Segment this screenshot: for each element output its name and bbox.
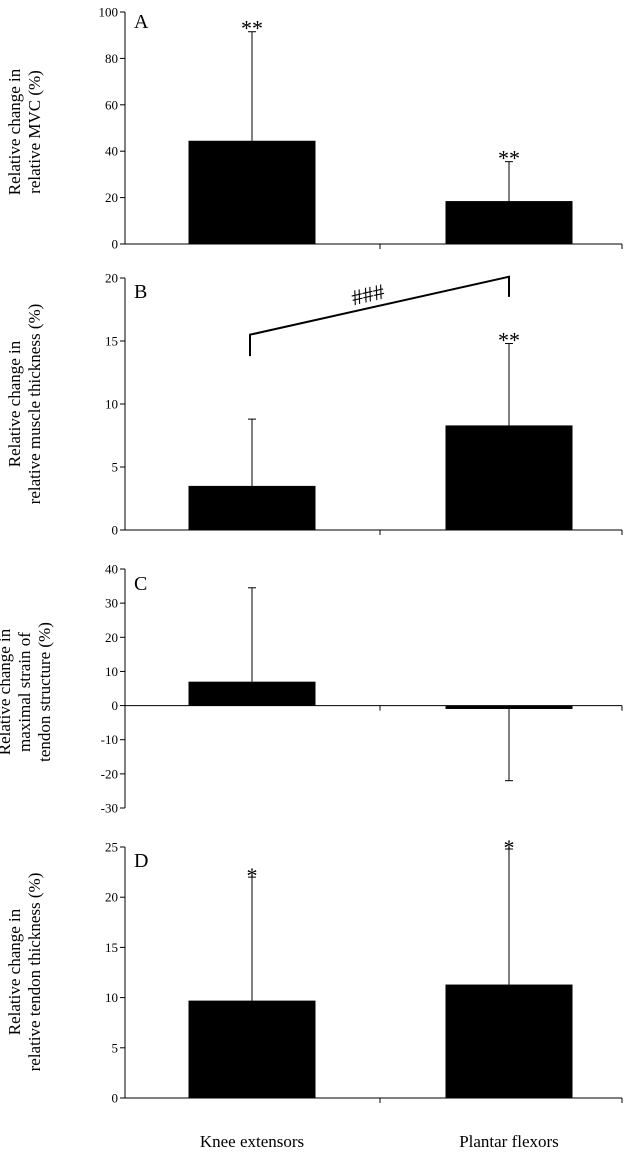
significance-marker: ** (498, 146, 520, 171)
bar (445, 984, 573, 1098)
y-tick-label: 10 (105, 990, 118, 1005)
panel-a: 0 20 40 60 80 100 A Relative change in relative … (5, 5, 623, 252)
y-tick-label: -20 (101, 766, 118, 781)
y-axis-label: Relative change in (5, 908, 24, 1035)
comparison-bracket (249, 275, 510, 357)
y-tick-label: -10 (101, 732, 118, 747)
x-category-label: Knee extensors (200, 1132, 304, 1151)
bar (445, 425, 573, 530)
y-tick-label: 5 (112, 460, 119, 475)
y-tick-label: 80 (105, 51, 118, 66)
y-tick-label: 0 (112, 1091, 119, 1106)
panel-label: B (134, 281, 147, 303)
y-tick-label: 15 (105, 334, 118, 349)
y-tick-label: 20 (105, 271, 118, 286)
y-tick-label: 10 (105, 397, 118, 412)
bar (188, 140, 316, 244)
y-axis-label: tendon structure (%) (35, 622, 54, 762)
bar (445, 201, 573, 244)
panel-label: D (134, 850, 148, 872)
bar (188, 681, 316, 706)
significance-marker: * (504, 835, 515, 860)
bar (445, 705, 573, 709)
y-tick-label: 20 (105, 630, 118, 645)
y-tick-label: 40 (105, 562, 118, 577)
significance-marker: ** (498, 328, 520, 353)
panel-label: C (134, 573, 147, 595)
y-tick-label: 0 (112, 237, 119, 252)
y-tick-label: 0 (112, 698, 119, 713)
y-axis-label: relative tendon thickness (%) (25, 873, 44, 1072)
panel-d: 0 5 10 15 20 25 D Relative change in relative te… (5, 835, 623, 1106)
y-tick-label: -30 (101, 801, 118, 816)
y-tick-label: 100 (99, 5, 119, 20)
y-axis-label: Relative change in (5, 340, 24, 467)
significance-marker: * (247, 863, 258, 888)
y-tick-label: 15 (105, 940, 118, 955)
y-tick-label: 20 (105, 890, 118, 905)
y-tick-label: 30 (105, 596, 118, 611)
y-tick-label: 25 (105, 840, 118, 855)
y-axis-label: Relative change in (5, 68, 24, 195)
y-tick-label: 40 (105, 144, 118, 159)
y-axis-label: relative MVC (%) (25, 70, 44, 194)
y-axis-label: Relative change in (0, 628, 14, 755)
y-tick-label: 60 (105, 97, 118, 112)
y-tick-label: 20 (105, 190, 118, 205)
y-tick-label: 5 (112, 1040, 119, 1055)
panel-b: 0 5 10 15 20 B Relative change in relative musc… (5, 271, 623, 538)
y-axis-label: relative muscle thickness (%) (25, 304, 44, 505)
bar (188, 485, 316, 530)
bar (188, 1000, 316, 1098)
y-tick-label: 10 (105, 664, 118, 679)
significance-marker: ** (241, 16, 263, 41)
y-tick-label: 0 (112, 523, 119, 538)
panel-label: A (134, 11, 149, 33)
panel-c: -30 -20 -10 0 10 20 30 40 C Relative change in max… (0, 562, 623, 816)
x-category-label: Plantar flexors (459, 1132, 559, 1151)
y-axis-label: maximal strain of (15, 632, 34, 752)
